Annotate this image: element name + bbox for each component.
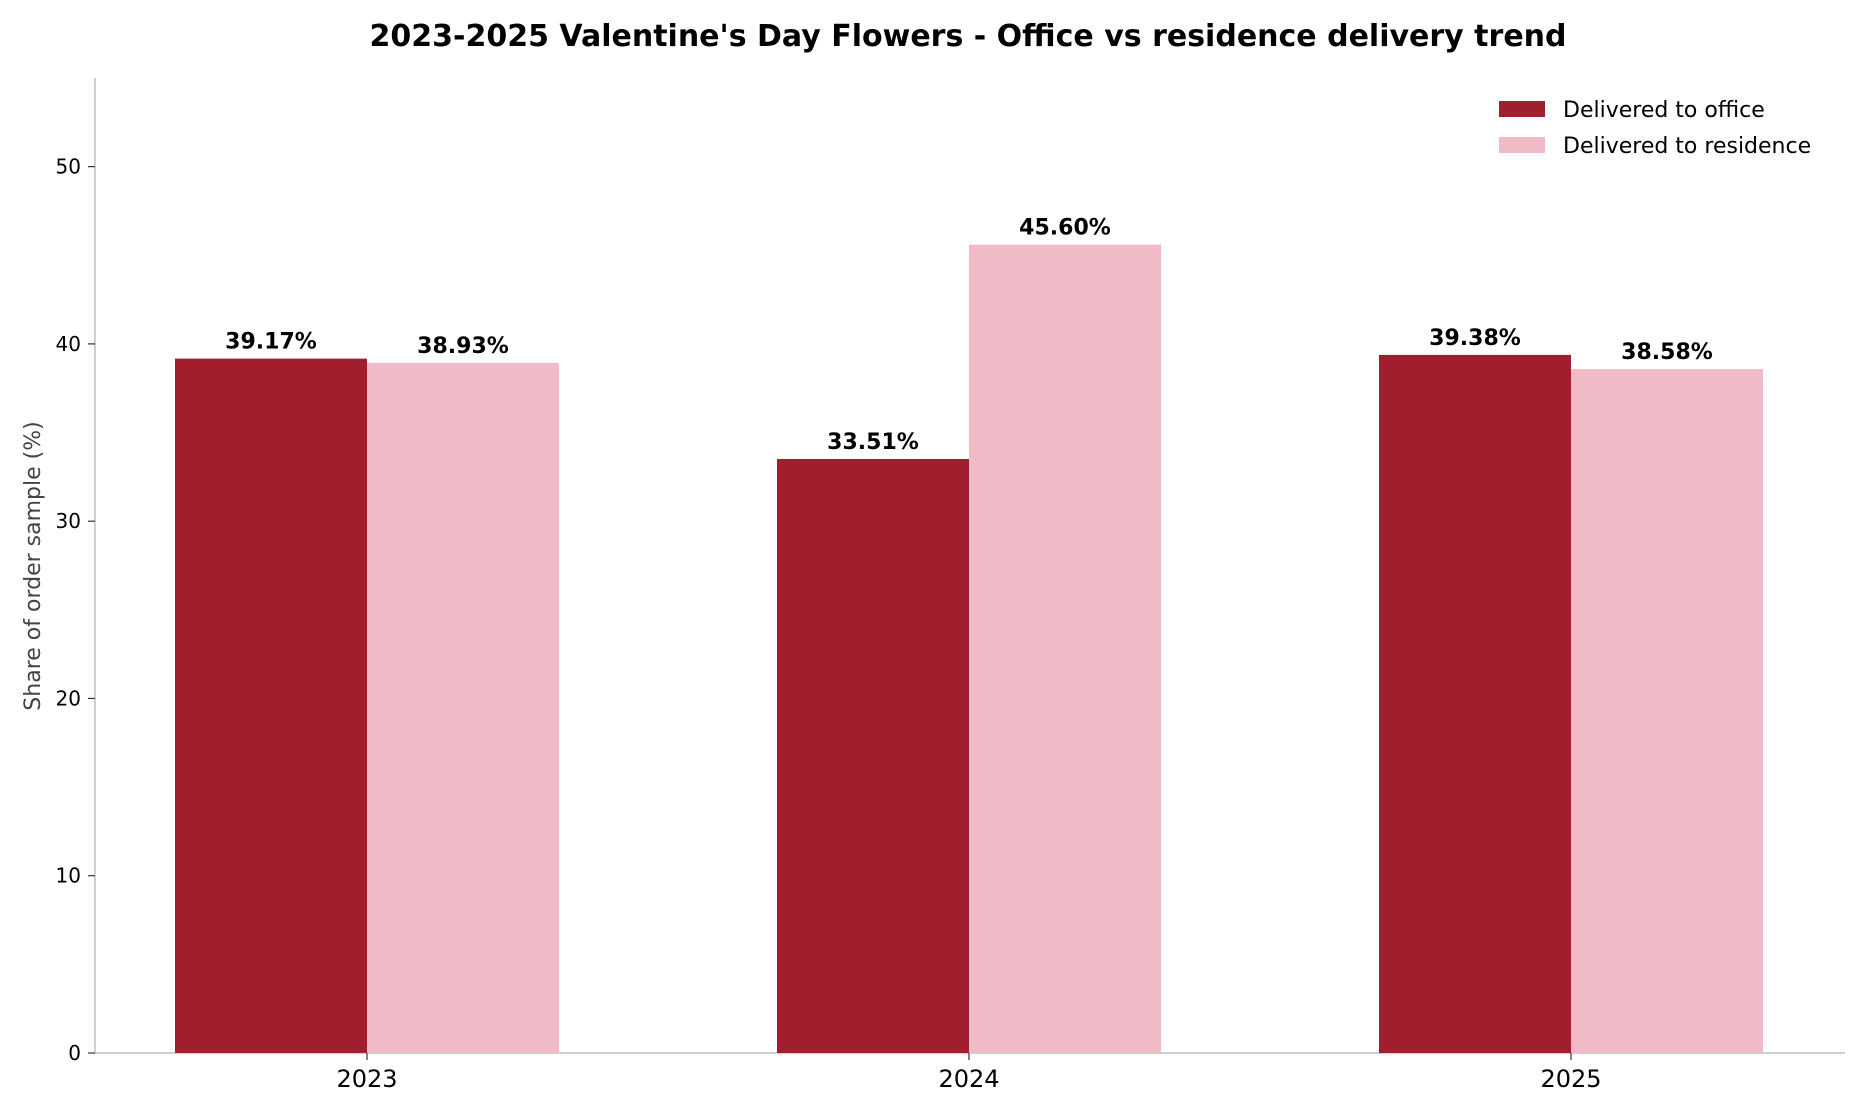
data-label: 39.17% <box>225 330 317 355</box>
y-tick-label: 0 <box>68 1041 81 1065</box>
data-label: 38.93% <box>417 334 509 359</box>
legend-label: Delivered to residence <box>1563 134 1811 159</box>
bar-2025-residence <box>1571 369 1763 1054</box>
chart-title: 2023-2025 Valentine's Day Flowers - Offi… <box>370 19 1567 54</box>
y-tick-label: 50 <box>56 155 81 179</box>
bar-2024-office <box>777 458 969 1053</box>
x-tick-label: 2025 <box>1540 1065 1601 1093</box>
bar-2024-residence <box>969 244 1161 1054</box>
bar-2025-office <box>1379 354 1571 1053</box>
x-tick-label: 2024 <box>938 1065 999 1093</box>
bar-2023-office <box>175 358 367 1053</box>
plot-area: 0 10 20 30 40 50 2023 39.17% 38.93% 2024 33.51% 45.… <box>56 78 1845 1093</box>
legend-swatch <box>1499 101 1545 117</box>
y-tick-label: 10 <box>56 864 81 888</box>
y-tick-label: 40 <box>56 332 81 356</box>
legend-label: Delivered to office <box>1563 98 1765 123</box>
legend: Delivered to office Delivered to residenc… <box>1499 98 1811 159</box>
data-label: 45.60% <box>1019 216 1111 241</box>
y-tick-label: 20 <box>56 686 81 710</box>
bar-2023-residence <box>367 362 559 1053</box>
data-label: 38.58% <box>1621 340 1713 365</box>
y-axis-label: Share of order sample (%) <box>21 421 46 710</box>
x-tick-label: 2023 <box>336 1065 397 1093</box>
y-tick-label: 30 <box>56 509 81 533</box>
legend-swatch <box>1499 137 1545 153</box>
data-label: 33.51% <box>827 430 919 455</box>
data-label: 39.38% <box>1429 326 1521 351</box>
